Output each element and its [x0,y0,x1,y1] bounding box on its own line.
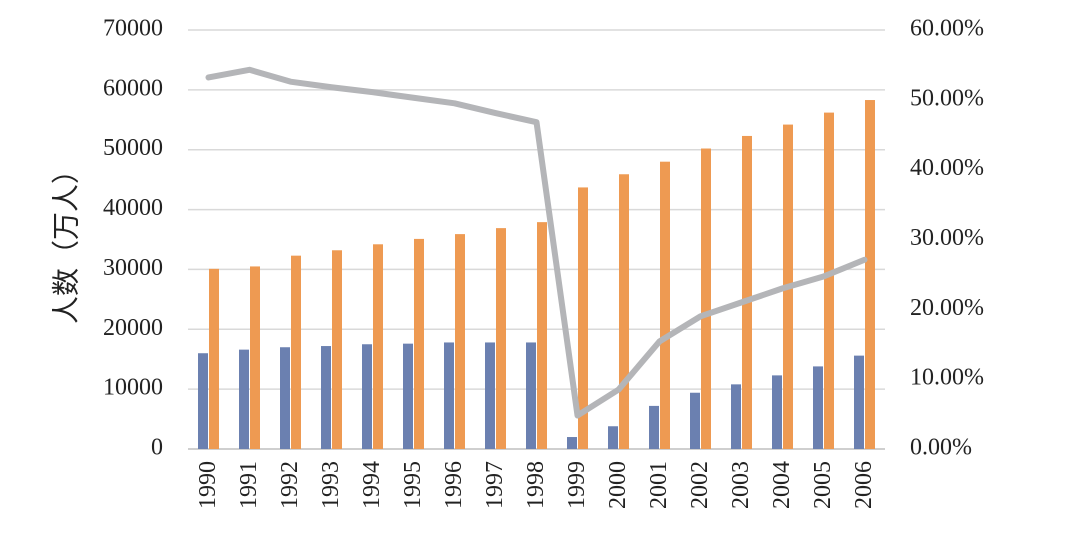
gridlines [188,29,885,450]
y-axis-label: 人数（万人） [50,156,83,324]
bar [567,437,577,449]
bar [496,228,506,449]
x-tick-label: 1995 [400,461,426,509]
bar [772,375,782,449]
y-tick-label: 50000 [103,135,163,161]
x-tick-label: 2000 [605,461,631,509]
x-tick-label: 1993 [318,461,344,509]
y2-tick-label: 20.00% [910,295,984,321]
y2-tick-label: 10.00% [910,365,984,391]
bar [649,405,659,449]
x-tick-label: 1994 [359,461,385,509]
bar [373,244,383,449]
bar [731,384,741,449]
y-tick-label: 30000 [103,255,163,281]
bar [362,344,372,449]
y-tick-label: 60000 [103,75,163,101]
bar [619,174,629,449]
bar [660,161,670,449]
x-tick-label: 1997 [482,461,508,509]
bar [239,349,249,449]
y2-tick-label: 60.00% [910,16,984,42]
bar [608,426,618,449]
bar [209,268,219,449]
x-tick-label: 2003 [728,461,754,509]
y2-tick-label: 40.00% [910,155,984,181]
x-tick-label: 2005 [810,461,836,509]
bar [444,342,454,449]
x-tick-label: 1998 [523,461,549,509]
x-tick-label: 2001 [646,461,672,509]
line-series [205,66,868,419]
y-tick-label: 10000 [103,375,163,401]
bar [742,135,752,449]
y2-tick-label: 30.00% [910,225,984,251]
y-tick-label: 70000 [103,16,163,42]
bar [403,343,413,449]
line-series-path [205,66,868,419]
bar [332,250,342,449]
y-axis-ticks: 0 10000 20000 30000 40000 50000 60000 70000 [103,16,163,461]
bar [854,355,864,449]
x-tick-label: 2004 [769,461,795,509]
bar [198,353,208,449]
bar [280,347,290,449]
bar [485,342,495,449]
y-tick-label: 0 [151,435,163,461]
bar [291,255,301,449]
x-axis-ticks: 1990 1991 1992 1993 1994 1995 1996 1997 1998 1999… [195,461,877,509]
bar [455,234,465,449]
bar [865,100,875,449]
bar [701,148,711,449]
x-tick-label: 1996 [441,461,467,509]
x-tick-label: 2006 [851,461,877,509]
bar [578,187,588,449]
bars [198,100,875,450]
bar [690,392,700,449]
bar [813,366,823,449]
bar [526,342,536,449]
x-tick-label: 1999 [564,461,590,509]
x-tick-label: 1990 [195,461,221,509]
bar [537,222,547,449]
bar [414,238,424,449]
x-tick-label: 2002 [687,461,713,509]
bar [321,346,331,449]
y2-tick-label: 50.00% [910,85,984,111]
bar [824,112,834,450]
x-tick-label: 1991 [236,461,262,509]
y2-tick-label: 0.00% [910,435,972,461]
y2-axis-ticks: 0.00% 10.00% 20.00% 30.00% 40.00% 50.00% 60.00… [910,16,984,461]
y-tick-label: 20000 [103,315,163,341]
bar [250,266,260,449]
x-tick-label: 1992 [277,461,303,509]
y-tick-label: 40000 [103,195,163,221]
